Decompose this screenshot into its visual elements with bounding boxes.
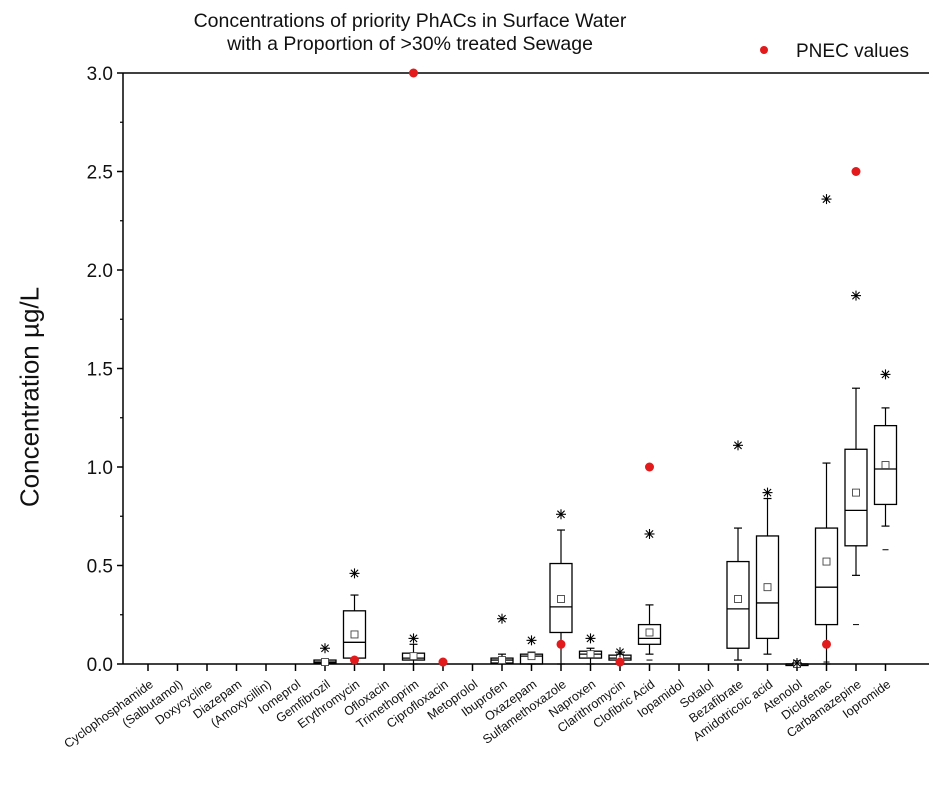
y-tick-label: 0.0: [87, 655, 113, 676]
box: [755, 535, 780, 640]
pnec-point: [851, 167, 861, 176]
y-tick-label: 1.5: [87, 360, 113, 381]
outlier-marker: [851, 290, 861, 301]
chart-title-block: Concentrations of priority PhACs in Surf…: [120, 10, 700, 56]
mean-marker: [527, 652, 536, 661]
outlier-stroke: [852, 291, 860, 300]
mean-marker: [498, 656, 506, 665]
outlier-stroke: [557, 510, 565, 519]
legend-label-pnec: PNEC values: [796, 41, 909, 62]
outlier-stroke: [586, 634, 595, 643]
pnec-point: [438, 657, 448, 667]
y-tick-label: 1.0: [87, 458, 113, 479]
pnec-point: [645, 462, 654, 472]
outlier-marker: [526, 635, 537, 646]
legend-marker-pnec: [760, 45, 768, 54]
mean-marker: [321, 658, 329, 666]
box: [873, 424, 898, 506]
outlier-stroke: [763, 488, 772, 497]
chart-title: Concentrations of priority PhACs in Surf…: [193, 10, 627, 32]
box: [726, 560, 750, 649]
outlier-marker: [349, 568, 360, 579]
y-tick-label: 2.5: [87, 163, 113, 184]
y-tick-label: 0.5: [87, 557, 113, 578]
chart-subtitle: with a Proportion of >30% treated Sewage: [227, 33, 593, 55]
outlier-stroke: [645, 529, 654, 538]
outlier-stroke: [409, 634, 418, 643]
mean-marker: [586, 650, 595, 659]
mean-marker: [557, 595, 565, 603]
legend: PNEC values: [760, 41, 909, 63]
box: [814, 527, 839, 626]
outlier-marker: [733, 440, 743, 451]
outlier-marker: [556, 509, 566, 520]
outlier-marker: [408, 633, 419, 644]
y-tick-label: 2.0: [87, 261, 113, 282]
outlier-stroke: [734, 441, 742, 450]
pnec-point: [409, 68, 418, 78]
outlier-stroke: [321, 644, 329, 653]
outlier-marker: [497, 613, 507, 624]
mean-marker: [409, 652, 418, 661]
outlier-stroke: [822, 195, 831, 204]
outlier-stroke: [881, 370, 890, 379]
outlier-stroke: [527, 636, 536, 645]
mean-marker: [763, 583, 772, 592]
outlier-marker: [762, 487, 773, 498]
mean-marker: [852, 488, 860, 497]
pnec-point: [615, 657, 625, 667]
mean-marker: [881, 461, 890, 469]
outlier-marker: [880, 369, 891, 380]
mean-marker: [734, 595, 742, 603]
box: [637, 623, 662, 645]
outlier-stroke: [350, 569, 359, 578]
outlier-stroke: [793, 659, 801, 668]
pnec-point: [556, 639, 566, 649]
mean-marker: [350, 630, 359, 639]
outlier-marker: [320, 643, 330, 654]
mean-marker: [645, 628, 654, 637]
box: [844, 448, 868, 547]
outlier-stroke: [616, 648, 624, 657]
outlier-marker: [615, 647, 625, 658]
outlier-marker: [792, 658, 802, 669]
y-tick-label: 3.0: [87, 64, 113, 85]
mean-marker: [822, 557, 831, 566]
box: [549, 562, 573, 634]
pnec-point: [822, 639, 831, 649]
outlier-stroke: [498, 614, 506, 623]
outlier-marker: [821, 194, 832, 205]
pnec-point: [350, 655, 359, 665]
outlier-marker: [585, 633, 596, 644]
outlier-marker: [644, 528, 655, 539]
